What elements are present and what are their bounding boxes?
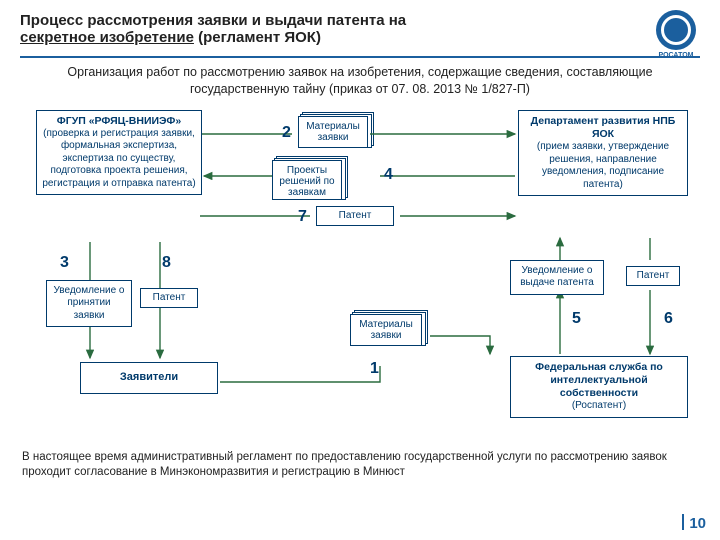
num-5: 5 [572,310,581,328]
rosatom-logo: РОСАТОМ [648,10,704,66]
num-3: 3 [60,254,69,272]
num-6: 6 [664,310,673,328]
box-fed-title: Федеральная служба по интеллектуальной с… [515,361,683,400]
label-patent: Патент [339,210,372,221]
title-line1: Процесс рассмотрения заявки и выдачи пат… [20,12,406,29]
divider [20,56,700,58]
title-underline: секретное изобретение [20,29,194,46]
label-applicants: Заявители [120,371,178,383]
stack-materials2: Материалы заявки [350,314,422,346]
num-2: 2 [282,124,291,142]
box-patent-8: Патент [140,288,198,309]
label-projects: Проекты решений по заявкам [272,160,342,200]
title-paren: (регламент ЯОК) [194,29,321,46]
box-fed-body: (Роспатент) [515,400,683,413]
box-dept: Департамент развития НПБ ЯОК (прием заяв… [518,110,688,196]
logo-icon [656,10,696,50]
box-vniief-body: (проверка и регистрация заявки, формальн… [41,128,197,191]
label-patent3: Патент [637,270,670,281]
label-materials2: Материалы заявки [350,314,422,346]
box-fed: Федеральная служба по интеллектуальной с… [510,356,688,418]
logo-text: РОСАТОМ [648,52,704,59]
label-materials: Материалы заявки [298,116,368,148]
num-8: 8 [162,254,171,272]
stack-materials: Материалы заявки [298,116,368,148]
header: Процесс рассмотрения заявки и выдачи пат… [0,0,720,52]
box-applicants: Заявители [80,362,218,394]
footer-text: В настоящее время административный регла… [0,444,720,487]
box-dept-title: Департамент развития НПБ ЯОК [523,115,683,141]
label-uved-issue: Уведомление о выдаче патента [520,265,594,289]
box-vniief-title: ФГУП «РФЯЦ-ВНИИЭФ» [41,115,197,128]
page-number: 10 [689,515,706,532]
stack-projects: Проекты решений по заявкам [272,160,342,200]
box-dept-body: (прием заявки, утверждение решения, напр… [523,141,683,191]
box-uved-issue: Уведомление о выдаче патента [510,260,604,295]
num-7: 7 [298,208,307,226]
num-1: 1 [370,360,379,378]
page-title: Процесс рассмотрения заявки и выдачи пат… [20,12,700,46]
flowchart: ФГУП «РФЯЦ-ВНИИЭФ» (проверка и регистрац… [0,104,720,444]
num-4: 4 [384,166,393,184]
box-patent-7: Патент [316,206,394,227]
box-vniief: ФГУП «РФЯЦ-ВНИИЭФ» (проверка и регистрац… [36,110,202,196]
subtitle: Организация работ по рассмотрению заявок… [0,64,720,98]
box-uved-accept: Уведомление о принятии заявки [46,280,132,328]
label-uved-accept: Уведомление о принятии заявки [53,285,124,321]
label-patent2: Патент [153,292,186,303]
box-patent-6: Патент [626,266,680,287]
page-bar [682,514,684,530]
